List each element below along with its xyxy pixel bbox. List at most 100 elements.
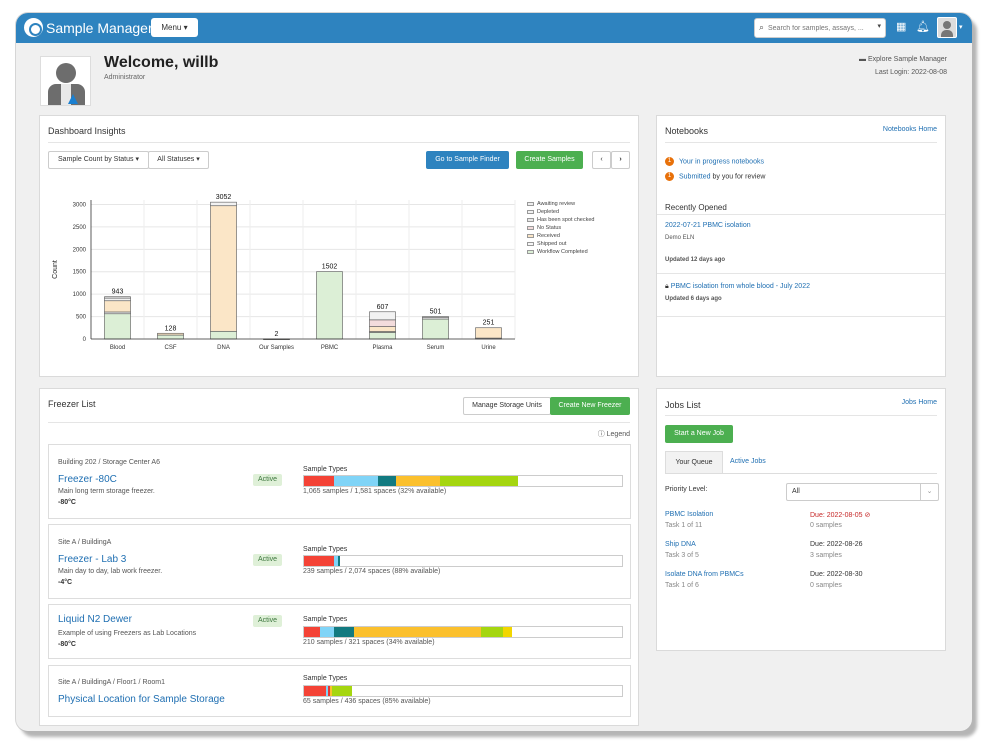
status-filter-dropdown[interactable]: All Statuses ▾ — [148, 151, 209, 169]
chart-prev-button[interactable]: ‹ — [592, 151, 611, 169]
sample-type-segment[interactable] — [337, 556, 340, 566]
search-box[interactable]: ⌕ ▾ — [754, 18, 886, 38]
menu-button[interactable]: Menu ▾ — [151, 18, 198, 37]
recent-notebook-link[interactable]: 🔒︎ PBMC isolation from whole blood - Jul… — [665, 283, 810, 290]
job-name-link[interactable]: PBMC Isolation — [665, 511, 714, 518]
freezer-location: Building 202 / Storage Center A6 — [58, 459, 160, 466]
sample-type-segment[interactable] — [502, 627, 512, 637]
welcome-title: Welcome, willb — [104, 54, 219, 71]
freezer-description: Example of using Freezers as Lab Locatio… — [58, 630, 197, 637]
notification-bell-icon[interactable]: 🔔︎ — [916, 21, 930, 33]
sample-type-segment[interactable] — [333, 627, 354, 637]
legend-label: Received — [537, 233, 560, 239]
freezer-card[interactable]: Building 202 / Storage Center A6 Freezer… — [48, 444, 631, 519]
bar-segment[interactable] — [104, 297, 131, 302]
bar-segment[interactable] — [369, 326, 396, 332]
freezer-name-link[interactable]: Physical Location for Sample Storage — [58, 694, 225, 705]
sample-type-segment[interactable] — [333, 556, 338, 566]
app-logo-icon[interactable] — [24, 18, 43, 37]
freezer-card[interactable]: Site A / BuildingA Freezer - Lab 3 Main … — [48, 524, 631, 599]
tab-your-queue[interactable]: Your Queue — [665, 451, 723, 473]
recent-notebook-link[interactable]: 2022-07-21 PBMC isolation — [665, 222, 751, 229]
legend-item[interactable]: No Status — [527, 225, 561, 231]
priority-select[interactable]: All ⌄ — [786, 483, 939, 501]
legend-toggle[interactable]: ⓘ Legend — [597, 431, 630, 438]
bar-segment[interactable] — [422, 316, 449, 318]
bar-segment[interactable] — [104, 296, 131, 299]
freezer-name-link[interactable]: Freezer -80C — [58, 474, 117, 485]
bar-segment[interactable] — [369, 311, 396, 321]
sample-type-segment[interactable] — [329, 686, 332, 696]
legend-label: Workflow Completed — [537, 249, 588, 255]
sample-type-segment[interactable] — [327, 686, 330, 696]
start-job-button[interactable]: Start a New Job — [665, 425, 733, 443]
legend-item[interactable]: Awaiting review — [527, 201, 575, 207]
bar-segment[interactable] — [210, 205, 237, 332]
bar-segment[interactable] — [157, 332, 184, 336]
sample-type-segment[interactable] — [395, 476, 441, 486]
sample-finder-button[interactable]: Go to Sample Finder — [426, 151, 509, 169]
submitted-notebooks[interactable]: 1 Submitted by you for review — [665, 172, 765, 181]
legend-item[interactable]: Workflow Completed — [527, 249, 588, 255]
info-icon: ⓘ — [597, 431, 605, 438]
sample-type-segment[interactable] — [304, 556, 334, 566]
sample-type-segment[interactable] — [304, 686, 326, 696]
notebooks-home-link[interactable]: Notebooks Home — [882, 126, 937, 133]
chart-next-button[interactable]: › — [611, 151, 630, 169]
manage-storage-button[interactable]: Manage Storage Units — [463, 397, 551, 415]
search-input[interactable] — [768, 20, 873, 36]
sample-type-segment[interactable] — [377, 476, 396, 486]
x-tick-label: Plasma — [372, 345, 393, 351]
storage-capacity-bar[interactable] — [303, 475, 623, 487]
sample-type-segment[interactable] — [319, 627, 334, 637]
job-name-link[interactable]: Isolate DNA from PBMCs — [665, 571, 744, 578]
jobs-list-panel: Jobs List Jobs Home Start a New Job Your… — [656, 388, 946, 651]
job-name-link[interactable]: Ship DNA — [665, 541, 696, 548]
user-menu-caret-icon[interactable]: ▾ — [959, 24, 963, 31]
bar-segment[interactable] — [157, 334, 184, 340]
jobs-home-link[interactable]: Jobs Home — [901, 399, 937, 406]
sample-type-segment[interactable] — [440, 476, 519, 486]
storage-capacity-bar[interactable] — [303, 626, 623, 638]
sample-type-segment[interactable] — [353, 627, 481, 637]
user-avatar[interactable] — [937, 17, 957, 38]
bar-segment[interactable] — [104, 300, 131, 313]
search-dropdown-icon[interactable]: ▾ — [877, 23, 881, 30]
in-progress-notebooks[interactable]: 1 Your in progress notebooks — [665, 157, 764, 166]
app-brand[interactable]: Sample Manager — [46, 20, 153, 36]
job-sample-count: 3 samples — [810, 552, 842, 559]
legend-item[interactable]: Has been spot checked — [527, 217, 594, 223]
sample-type-segment[interactable] — [480, 627, 503, 637]
sample-types-label: Sample Types — [303, 675, 348, 682]
sample-type-segment[interactable] — [304, 627, 320, 637]
freezer-card[interactable]: Site A / BuildingA / Floor1 / Room1 Phys… — [48, 665, 631, 717]
bar-segment[interactable] — [104, 313, 131, 340]
storage-capacity-bar[interactable] — [303, 555, 623, 567]
product-menu-icon[interactable]: ▦ — [896, 21, 907, 33]
legend-item[interactable]: Received — [527, 233, 560, 239]
bar-segment[interactable] — [316, 271, 343, 340]
sample-type-segment[interactable] — [331, 686, 352, 696]
create-freezer-button[interactable]: Create New Freezer — [550, 397, 630, 415]
bar-segment[interactable] — [210, 330, 237, 340]
legend-swatch — [527, 241, 534, 246]
bar-segment[interactable] — [210, 201, 237, 207]
create-samples-button[interactable]: Create Samples — [516, 151, 583, 169]
bar-segment[interactable] — [369, 332, 396, 340]
freezer-card[interactable]: Liquid N2 Dewer Example of using Freezer… — [48, 604, 631, 659]
bar-segment[interactable] — [475, 327, 502, 339]
chart-type-dropdown[interactable]: Sample Count by Status ▾ — [48, 151, 149, 169]
bar-segment[interactable] — [369, 319, 396, 327]
storage-capacity-bar[interactable] — [303, 685, 623, 697]
freezer-name-link[interactable]: Liquid N2 Dewer — [58, 614, 132, 625]
tab-active-jobs[interactable]: Active Jobs — [730, 458, 766, 465]
sample-type-segment[interactable] — [325, 686, 328, 696]
explore-link[interactable]: ▬ Explore Sample Manager — [859, 56, 947, 63]
recent-notebook-updated: Updated 6 days ago — [665, 296, 722, 302]
legend-item[interactable]: Shipped out — [527, 241, 566, 247]
sample-type-segment[interactable] — [333, 476, 378, 486]
sample-type-segment[interactable] — [304, 476, 334, 486]
legend-item[interactable]: Depleted — [527, 209, 559, 215]
freezer-name-link[interactable]: Freezer - Lab 3 — [58, 554, 127, 565]
bar-segment[interactable] — [422, 318, 449, 340]
